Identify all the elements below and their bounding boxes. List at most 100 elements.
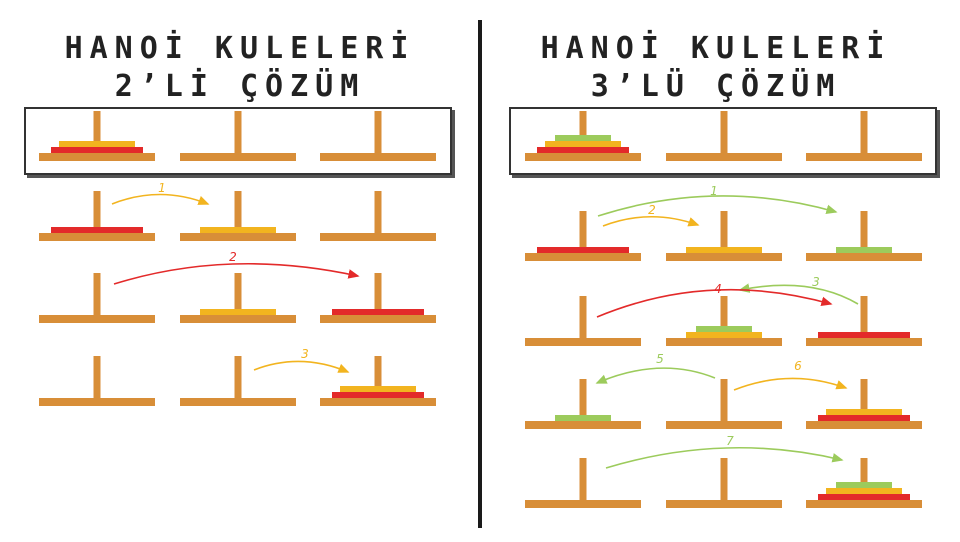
- peg-base: [666, 500, 782, 508]
- peg-rod: [860, 458, 868, 500]
- peg-rod: [579, 296, 587, 338]
- left-row1-peg2: [320, 191, 436, 241]
- peg-base: [525, 338, 641, 346]
- peg-base: [666, 153, 782, 161]
- right-row2-peg0: [525, 296, 641, 346]
- peg-rod: [93, 356, 101, 398]
- large-disk: [332, 309, 424, 315]
- peg-base: [39, 398, 155, 406]
- left-title: HANOİ KULELERİ 2’Lİ ÇÖZÜM: [30, 30, 450, 106]
- left-row2-peg1: [180, 273, 296, 323]
- large-disk: [51, 227, 143, 233]
- right-row1-peg2: [806, 211, 922, 261]
- left-step2-arrow: [113, 262, 360, 285]
- peg-rod: [234, 273, 242, 315]
- peg-rod: [374, 273, 382, 315]
- left-row3-peg0: [39, 356, 155, 406]
- peg-rod: [579, 458, 587, 500]
- right-row0-peg1: [666, 111, 782, 161]
- large-disk: [51, 147, 143, 153]
- right-row0-peg0: [525, 111, 641, 161]
- right-row4-peg2: [806, 458, 922, 508]
- right-title-line2: 3’LÜ ÇÖZÜM: [590, 69, 842, 104]
- right-step7-label: 7: [726, 434, 734, 448]
- medium-disk: [686, 247, 762, 253]
- right-step4-label: 4: [714, 282, 722, 296]
- right-row3-peg2: [806, 379, 922, 429]
- right-step1-label: 1: [710, 184, 718, 198]
- right-step5-label: 5: [656, 352, 664, 366]
- left-row3-peg1: [180, 356, 296, 406]
- left-row2-peg2: [320, 273, 436, 323]
- peg-rod: [374, 191, 382, 233]
- right-row4-peg0: [525, 458, 641, 508]
- peg-base: [806, 500, 922, 508]
- medium-disk: [200, 309, 276, 315]
- right-step3-arrow: [738, 283, 859, 305]
- right-row2-peg2: [806, 296, 922, 346]
- right-step7-arrow: [605, 446, 844, 469]
- right-row0-peg2: [806, 111, 922, 161]
- small-disk: [836, 247, 892, 253]
- right-step1-arrow: [597, 195, 838, 217]
- right-step2-label: 2: [648, 203, 656, 217]
- peg-base: [525, 253, 641, 261]
- large-disk: [818, 332, 910, 338]
- peg-rod: [579, 379, 587, 421]
- large-disk: [537, 247, 629, 253]
- peg-rod: [93, 111, 101, 153]
- peg-rod: [234, 191, 242, 233]
- peg-rod: [860, 296, 868, 338]
- peg-rod: [579, 111, 587, 153]
- peg-rod: [374, 111, 382, 153]
- peg-base: [666, 338, 782, 346]
- left-row0-peg1: [180, 111, 296, 161]
- peg-base: [806, 421, 922, 429]
- right-row1-peg0: [525, 211, 641, 261]
- large-disk: [537, 147, 629, 153]
- medium-disk: [59, 141, 135, 147]
- small-disk: [555, 135, 611, 141]
- right-step5-arrow: [595, 367, 716, 384]
- peg-base: [806, 253, 922, 261]
- left-step1-label: 1: [158, 181, 166, 195]
- peg-base: [320, 398, 436, 406]
- peg-rod: [860, 111, 868, 153]
- left-row1-peg0: [39, 191, 155, 241]
- large-disk: [332, 392, 424, 398]
- peg-base: [320, 233, 436, 241]
- peg-base: [525, 153, 641, 161]
- left-step3-label: 3: [301, 347, 309, 361]
- peg-base: [525, 421, 641, 429]
- large-disk: [818, 494, 910, 500]
- medium-disk: [545, 141, 621, 147]
- medium-disk: [686, 332, 762, 338]
- small-disk: [555, 415, 611, 421]
- peg-rod: [720, 211, 728, 253]
- right-row2-peg1: [666, 296, 782, 346]
- peg-rod: [720, 111, 728, 153]
- peg-base: [180, 315, 296, 323]
- right-row1-peg1: [666, 211, 782, 261]
- right-title-line1: HANOİ KULELERİ: [540, 31, 892, 66]
- right-step6-arrow: [733, 377, 848, 391]
- left-step2-label: 2: [229, 250, 237, 264]
- peg-base: [39, 233, 155, 241]
- left-title-line1: HANOİ KULELERİ: [64, 31, 416, 66]
- peg-base: [39, 153, 155, 161]
- peg-rod: [720, 379, 728, 421]
- peg-base: [180, 153, 296, 161]
- peg-base: [806, 153, 922, 161]
- peg-base: [180, 233, 296, 241]
- medium-disk: [340, 386, 416, 392]
- peg-base: [180, 398, 296, 406]
- peg-base: [666, 253, 782, 261]
- peg-base: [806, 338, 922, 346]
- peg-rod: [93, 273, 101, 315]
- peg-base: [320, 153, 436, 161]
- right-row3-peg1: [666, 379, 782, 429]
- right-row3-peg0: [525, 379, 641, 429]
- right-step6-label: 6: [794, 359, 802, 373]
